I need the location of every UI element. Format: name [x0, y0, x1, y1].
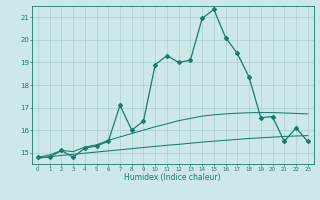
X-axis label: Humidex (Indice chaleur): Humidex (Indice chaleur)	[124, 173, 221, 182]
